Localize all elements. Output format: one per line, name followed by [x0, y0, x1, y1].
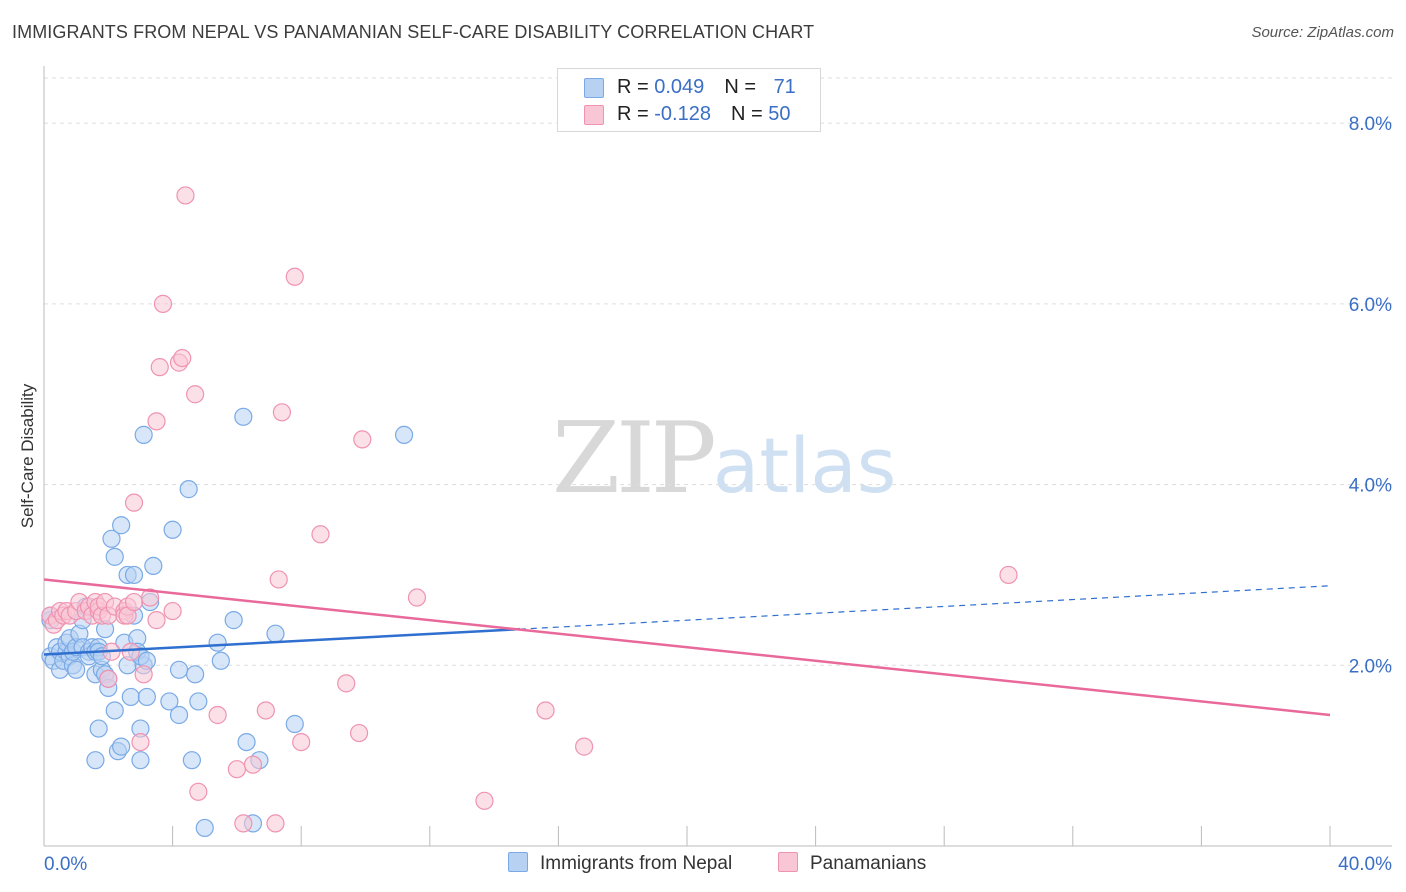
- panamanian-point: [176, 186, 195, 205]
- panamanian-point: [999, 565, 1018, 585]
- nepal-point: [182, 751, 201, 770]
- panamanian-point: [208, 705, 227, 725]
- panamanian-r-label: R =: [617, 103, 655, 125]
- stats-legend: R = 0.049 N = 71 R = -0.128 N = 50: [557, 68, 821, 132]
- nepal-point: [105, 547, 124, 566]
- nepal-trend-line: [43, 627, 520, 656]
- panamanian-point: [147, 412, 166, 431]
- nepal-point: [224, 611, 243, 630]
- panamanian-point: [353, 430, 372, 449]
- panamanian-r-value: -0.128: [654, 103, 711, 125]
- y-tick-label: 8.0%: [1349, 114, 1392, 135]
- nepal-trend-extension: [519, 585, 1331, 630]
- nepal-point: [237, 732, 256, 752]
- panamanian-point: [407, 588, 427, 607]
- nepal-point: [394, 425, 414, 444]
- nepal-point: [186, 665, 205, 684]
- panamanian-swatch: [584, 105, 604, 125]
- legend-nepal-swatch: [508, 852, 528, 872]
- chart-title: IMMIGRANTS FROM NEPAL VS PANAMANIAN SELF…: [12, 22, 815, 42]
- y-tick-label: 4.0%: [1349, 476, 1392, 497]
- x-tick-label-min: 0.0%: [44, 854, 87, 875]
- nepal-point: [169, 705, 189, 725]
- x-tick-label-max: 40.0%: [1338, 854, 1392, 875]
- nepal-point: [102, 529, 121, 548]
- nepal-point: [189, 692, 208, 711]
- nepal-r-value: 0.049: [654, 76, 705, 98]
- nepal-point: [163, 520, 182, 539]
- panamanian-point: [349, 723, 369, 743]
- nepal-point: [105, 701, 124, 720]
- panamanian-point: [256, 701, 275, 720]
- nepal-point: [112, 737, 131, 756]
- panamanian-point: [243, 755, 263, 774]
- panamanian-point: [140, 588, 160, 607]
- nepal-point: [131, 751, 150, 770]
- panamanian-point: [121, 642, 140, 661]
- legend-nepal-label: Immigrants from Nepal: [540, 853, 733, 874]
- nepal-n-value: 71: [773, 76, 796, 98]
- panamanian-point: [266, 814, 285, 833]
- nepal-point: [266, 624, 285, 643]
- nepal-point: [89, 719, 108, 738]
- legend-panamanian-swatch: [778, 852, 798, 872]
- nepal-point: [285, 714, 304, 734]
- panamanian-point: [272, 403, 292, 422]
- panamanian-trend-line: [43, 578, 1331, 717]
- nepal-point: [160, 692, 179, 711]
- panamanian-point: [99, 669, 118, 688]
- nepal-point: [121, 687, 140, 707]
- nepal-point: [211, 651, 230, 670]
- panamanian-point: [475, 791, 494, 810]
- panamanian-point: [163, 601, 182, 621]
- panamanian-point: [234, 814, 253, 833]
- panamanian-point: [311, 525, 330, 544]
- panamanian-point: [536, 701, 555, 720]
- panamanian-point: [124, 493, 144, 512]
- nepal-point: [124, 565, 144, 585]
- nepal-n-label: N =: [724, 76, 762, 98]
- nepal-point: [67, 660, 86, 679]
- panamanian-point: [186, 385, 205, 404]
- panamanian-point: [575, 737, 594, 756]
- panamanian-point: [285, 267, 304, 286]
- panamanian-point: [269, 570, 288, 589]
- y-tick-label: 2.0%: [1349, 656, 1392, 677]
- nepal-point: [179, 480, 198, 499]
- panamanian-point: [227, 760, 246, 779]
- panamanian-n-value: 50: [768, 103, 791, 125]
- panamanian-point: [292, 732, 311, 752]
- nepal-swatch: [584, 78, 604, 98]
- panamanian-point: [189, 782, 208, 801]
- panamanian-point: [153, 294, 173, 313]
- panamanian-n-label: N =: [730, 103, 769, 125]
- panamanian-point: [337, 674, 356, 693]
- panamanian-point: [134, 665, 153, 684]
- nepal-point: [208, 633, 227, 652]
- source-label: Source: ZipAtlas.com: [1251, 24, 1394, 41]
- nepal-point: [234, 407, 253, 426]
- nepal-point: [134, 425, 153, 444]
- nepal-point: [137, 687, 156, 707]
- nepal-point: [144, 556, 163, 576]
- panamanian-point: [124, 592, 144, 612]
- panamanian-point: [147, 611, 166, 630]
- nepal-point: [195, 818, 214, 838]
- nepal-r-label: R =: [617, 76, 655, 98]
- nepal-point: [169, 660, 189, 679]
- panamanian-point: [131, 732, 150, 752]
- legend-panamanian-label: Panamanians: [810, 853, 927, 874]
- nepal-point: [86, 751, 105, 770]
- nepal-point: [112, 516, 131, 535]
- panamanian-point: [173, 348, 192, 368]
- y-tick-label: 6.0%: [1349, 295, 1392, 316]
- panamanian-point: [150, 358, 169, 377]
